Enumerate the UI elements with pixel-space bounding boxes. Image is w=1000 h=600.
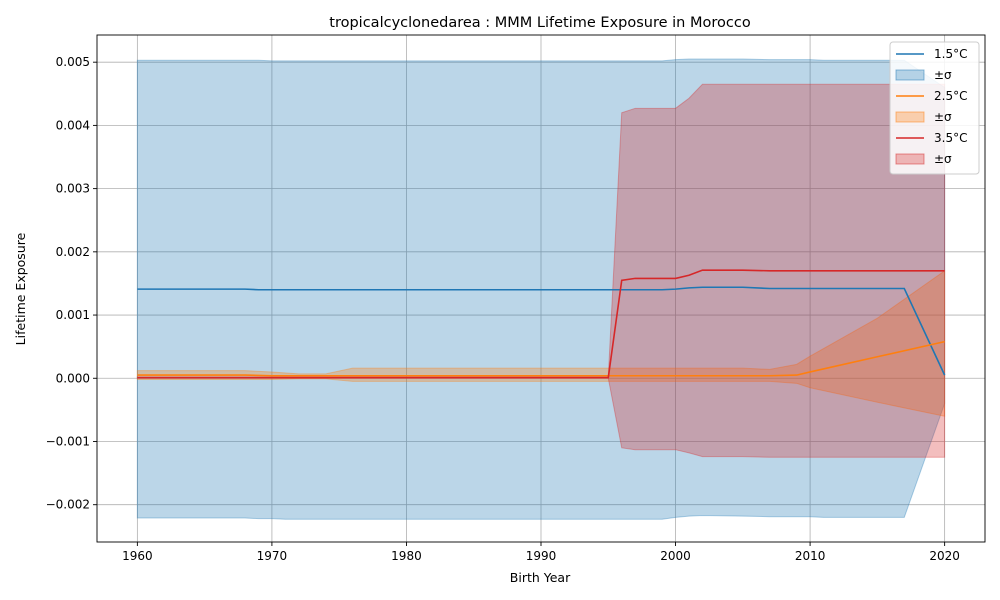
y-tick-label: 0.005 bbox=[56, 55, 90, 69]
x-tick-label: 1980 bbox=[391, 549, 422, 563]
legend-label: 2.5°C bbox=[934, 89, 967, 103]
legend-label: ±σ bbox=[934, 68, 952, 82]
y-tick-label: 0.004 bbox=[56, 118, 90, 132]
y-tick-label: 0.001 bbox=[56, 308, 90, 322]
series-line-3 bbox=[137, 269, 945, 379]
y-axis-label: Lifetime Exposure bbox=[13, 232, 28, 345]
chart-title: tropicalcyclonedarea : MMM Lifetime Expo… bbox=[329, 15, 751, 31]
x-tick-label: 2000 bbox=[660, 549, 691, 563]
legend-label: 3.5°C bbox=[934, 131, 967, 145]
line-layer bbox=[137, 269, 946, 379]
x-axis-label: Birth Year bbox=[510, 570, 571, 585]
y-tick-label: 0.002 bbox=[56, 245, 90, 259]
legend-label: ±σ bbox=[934, 152, 952, 166]
sigma-band-3 bbox=[136, 83, 946, 458]
x-tick-label: 1960 bbox=[122, 549, 153, 563]
legend-band-swatch bbox=[895, 69, 925, 81]
legend-label: 1.5°C bbox=[934, 47, 967, 61]
x-tick-label: 2010 bbox=[795, 549, 826, 563]
sigma-band-2 bbox=[136, 269, 946, 417]
x-tick-label: 2020 bbox=[929, 549, 960, 563]
legend: 1.5°C ±σ 2.5°C ±σ 3.5°C ±σ bbox=[889, 41, 980, 175]
x-tick-label: 1990 bbox=[526, 549, 557, 563]
series-line-1 bbox=[137, 286, 946, 376]
tick-labels: 1960 1970 1980 1990 2000 2010 2020 −0.002 −0.001… bbox=[46, 55, 960, 563]
legend-label: ±σ bbox=[934, 110, 952, 124]
legend-band-swatch bbox=[895, 111, 925, 123]
y-tick-label: −0.002 bbox=[46, 498, 90, 512]
legend-band-swatch bbox=[895, 153, 925, 165]
y-tick-label: −0.001 bbox=[46, 434, 90, 448]
x-tick-label: 1970 bbox=[257, 549, 288, 563]
y-tick-label: 0.000 bbox=[56, 371, 90, 385]
legend-box bbox=[889, 41, 980, 175]
y-tick-label: 0.003 bbox=[56, 182, 90, 196]
